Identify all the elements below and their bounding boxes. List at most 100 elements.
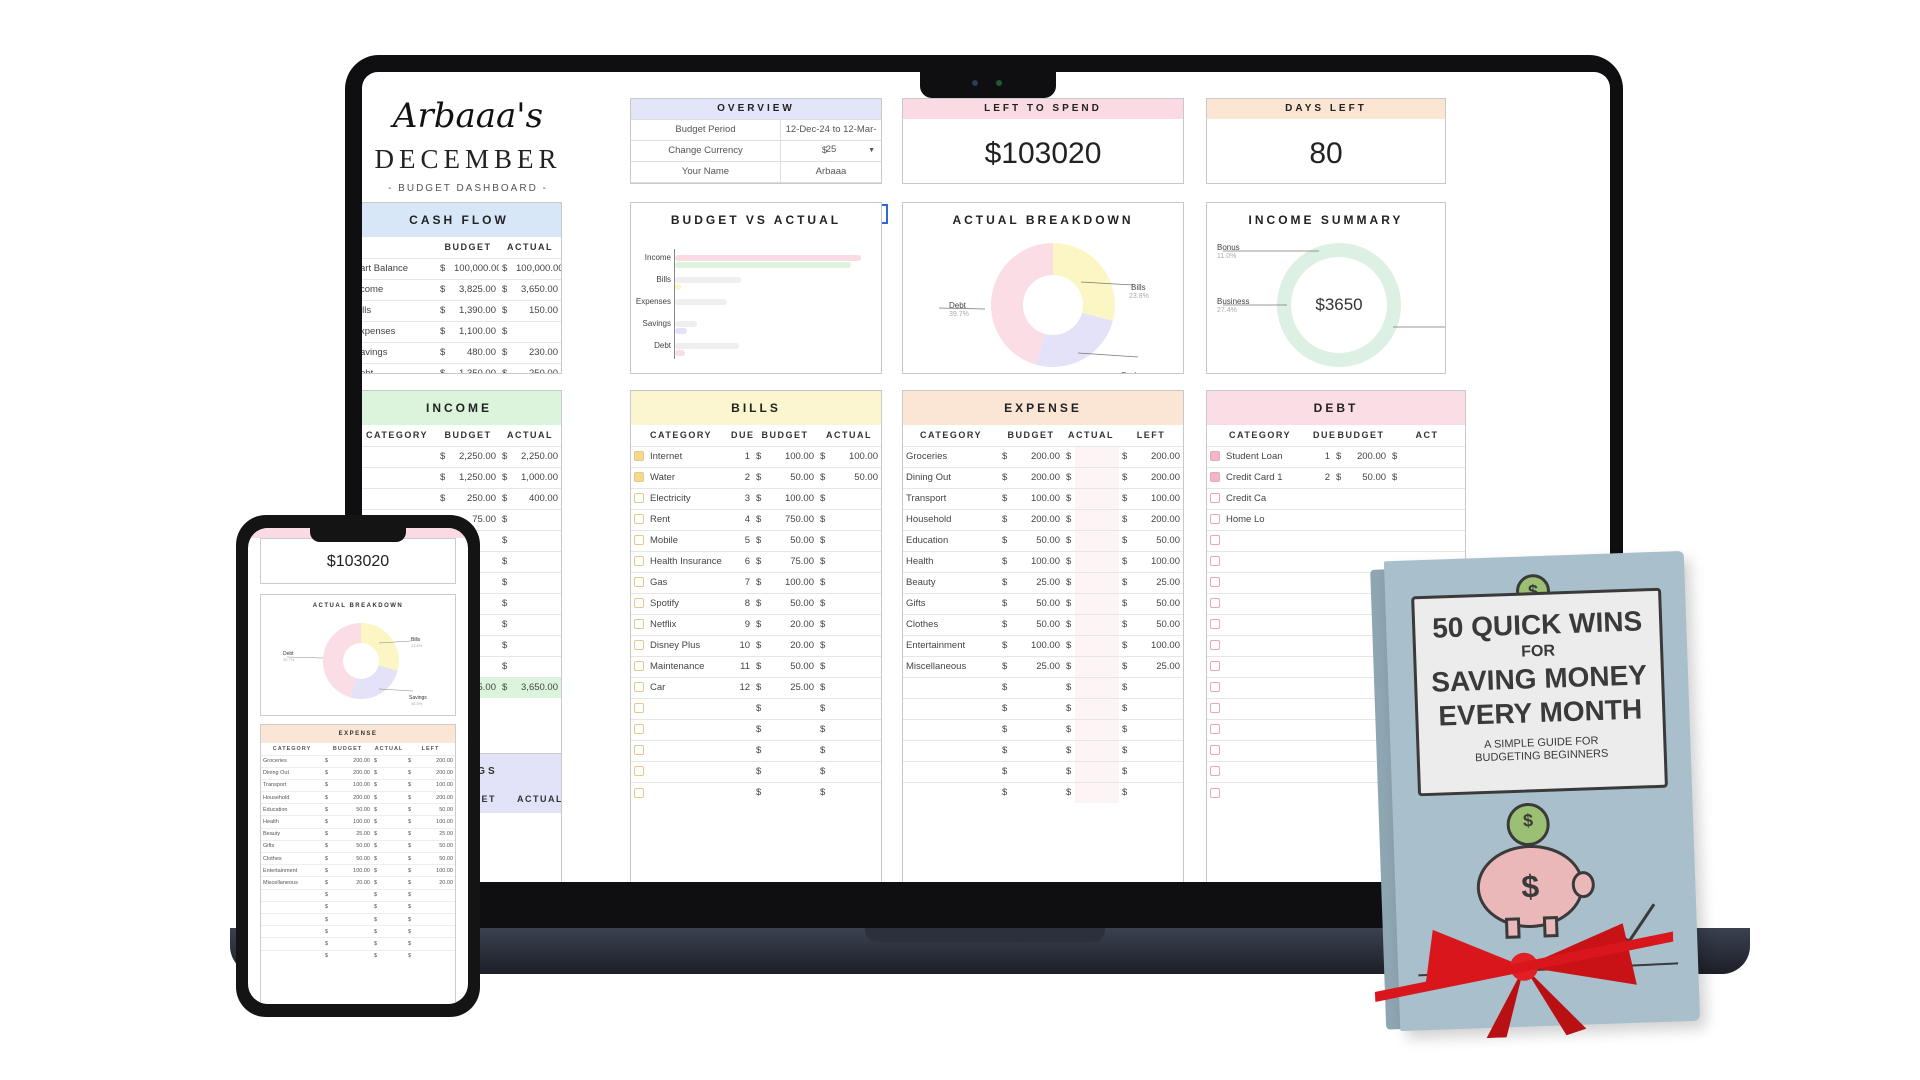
expense-category[interactable]: Entertainment [903, 634, 999, 656]
bill-budget[interactable]: 50.00 [765, 592, 817, 614]
checkbox-icon[interactable] [634, 766, 644, 777]
debt-budget[interactable]: 50.00 [1345, 466, 1390, 488]
income-actual[interactable]: 2,250.00 [513, 445, 561, 467]
income-budget[interactable]: 2,250.00 [451, 445, 499, 467]
bill-actual[interactable]: 50.00 [829, 466, 881, 488]
checkbox-icon[interactable] [1210, 598, 1220, 609]
currency-select[interactable]: $ ▼ [781, 141, 881, 161]
bill-actual[interactable] [829, 508, 881, 530]
bill-due[interactable]: 1 [731, 445, 754, 467]
checkbox-icon[interactable] [634, 661, 644, 672]
bill-due[interactable]: 3 [731, 487, 754, 509]
checkbox-icon[interactable] [634, 703, 644, 714]
checkbox-icon[interactable] [634, 514, 644, 525]
expense-budget[interactable]: 25.00 [1011, 571, 1063, 593]
bill-due[interactable]: 12 [731, 676, 754, 698]
expense-budget[interactable]: 25.00 [1011, 655, 1063, 677]
checkbox-icon[interactable] [1210, 745, 1220, 756]
checkbox-icon[interactable] [1210, 703, 1220, 714]
bill-due[interactable]: 7 [731, 571, 754, 593]
bill-due[interactable]: 2 [731, 466, 754, 488]
debt-due[interactable]: 2 [1313, 466, 1334, 488]
bill-actual[interactable] [829, 550, 881, 572]
bill-due[interactable]: 10 [731, 634, 754, 656]
expense-category[interactable]: Household [903, 508, 999, 530]
income-budget[interactable]: 250.00 [451, 487, 499, 509]
bill-actual[interactable]: 100.00 [829, 445, 881, 467]
checkbox-icon[interactable] [634, 577, 644, 588]
bill-category[interactable]: Spotify [647, 592, 732, 614]
bill-budget[interactable]: 20.00 [765, 634, 817, 656]
expense-category[interactable]: Clothes [903, 613, 999, 635]
expense-category[interactable]: Miscellaneous [903, 655, 999, 677]
checkbox-icon[interactable] [1210, 619, 1220, 630]
start-balance-value[interactable]: $ 100000.00 [781, 183, 881, 184]
expense-budget[interactable]: 100.00 [1011, 634, 1063, 656]
checkbox-icon[interactable] [634, 598, 644, 609]
bill-budget[interactable]: 100.00 [765, 445, 817, 467]
expense-budget[interactable]: 200.00 [1011, 466, 1063, 488]
bill-due[interactable]: 6 [731, 550, 754, 572]
bill-budget[interactable]: 20.00 [765, 613, 817, 635]
debt-category[interactable]: Student Loan [1223, 445, 1314, 467]
checkbox-icon[interactable] [1210, 556, 1220, 567]
income-actual[interactable] [513, 508, 561, 530]
bill-category[interactable]: Car [647, 676, 732, 698]
bill-actual[interactable] [829, 655, 881, 677]
expense-category[interactable]: Groceries [903, 445, 999, 467]
expense-category[interactable]: Transport [903, 487, 999, 509]
debt-due[interactable] [1313, 487, 1334, 509]
bill-due[interactable]: 9 [731, 613, 754, 635]
bill-due[interactable]: 11 [731, 655, 754, 677]
expense-category[interactable]: Gifts [903, 592, 999, 614]
income-actual[interactable]: 400.00 [513, 487, 561, 509]
checkbox-icon[interactable] [1210, 724, 1220, 735]
expense-category[interactable]: Dining Out [903, 466, 999, 488]
checkbox-icon[interactable] [634, 745, 644, 756]
checkbox-icon[interactable] [1210, 661, 1220, 672]
bill-category[interactable]: Gas [647, 571, 732, 593]
bill-category[interactable]: Netflix [647, 613, 732, 635]
bill-due[interactable]: 5 [731, 529, 754, 551]
checkbox-icon[interactable] [634, 682, 644, 693]
bill-due[interactable]: 4 [731, 508, 754, 530]
checkbox-icon[interactable] [634, 493, 644, 504]
debt-due[interactable] [1313, 508, 1334, 530]
expense-budget[interactable]: 100.00 [1011, 550, 1063, 572]
debt-category[interactable]: Home Lo [1223, 508, 1314, 530]
bill-actual[interactable] [829, 676, 881, 698]
income-budget[interactable]: 1,250.00 [451, 466, 499, 488]
bill-actual[interactable] [829, 571, 881, 593]
bill-actual[interactable] [829, 592, 881, 614]
expense-category[interactable]: Beauty [903, 571, 999, 593]
income-actual[interactable]: 1,000.00 [513, 466, 561, 488]
your-name-value[interactable]: Arbaaa [815, 166, 847, 177]
checkbox-icon[interactable] [1210, 577, 1220, 588]
checkbox-icon[interactable] [634, 472, 644, 483]
debt-due[interactable]: 1 [1313, 445, 1334, 467]
checkbox-icon[interactable] [634, 640, 644, 651]
bill-category[interactable]: Health Insurance [647, 550, 732, 572]
bill-category[interactable]: Electricity [647, 487, 732, 509]
expense-budget[interactable]: 50.00 [1011, 592, 1063, 614]
debt-budget[interactable] [1345, 487, 1390, 509]
checkbox-icon[interactable] [1210, 682, 1220, 693]
checkbox-icon[interactable] [1210, 640, 1220, 651]
expense-budget[interactable]: 200.00 [1011, 508, 1063, 530]
bill-budget[interactable]: 25.00 [765, 676, 817, 698]
debt-category[interactable]: Credit Ca [1223, 487, 1314, 509]
bill-budget[interactable]: 100.00 [765, 571, 817, 593]
checkbox-icon[interactable] [1210, 766, 1220, 777]
dropdown-arrow-icon[interactable]: ▼ [868, 147, 875, 154]
expense-category[interactable]: Health [903, 550, 999, 572]
bill-budget[interactable]: 750.00 [765, 508, 817, 530]
bill-budget[interactable]: 50.00 [765, 655, 817, 677]
bill-category[interactable]: Rent [647, 508, 732, 530]
checkbox-icon[interactable] [1210, 535, 1220, 546]
checkbox-icon[interactable] [1210, 451, 1220, 462]
bill-due[interactable]: 8 [731, 592, 754, 614]
expense-budget[interactable]: 50.00 [1011, 529, 1063, 551]
bill-budget[interactable]: 100.00 [765, 487, 817, 509]
checkbox-icon[interactable] [1210, 493, 1220, 504]
bill-actual[interactable] [829, 634, 881, 656]
